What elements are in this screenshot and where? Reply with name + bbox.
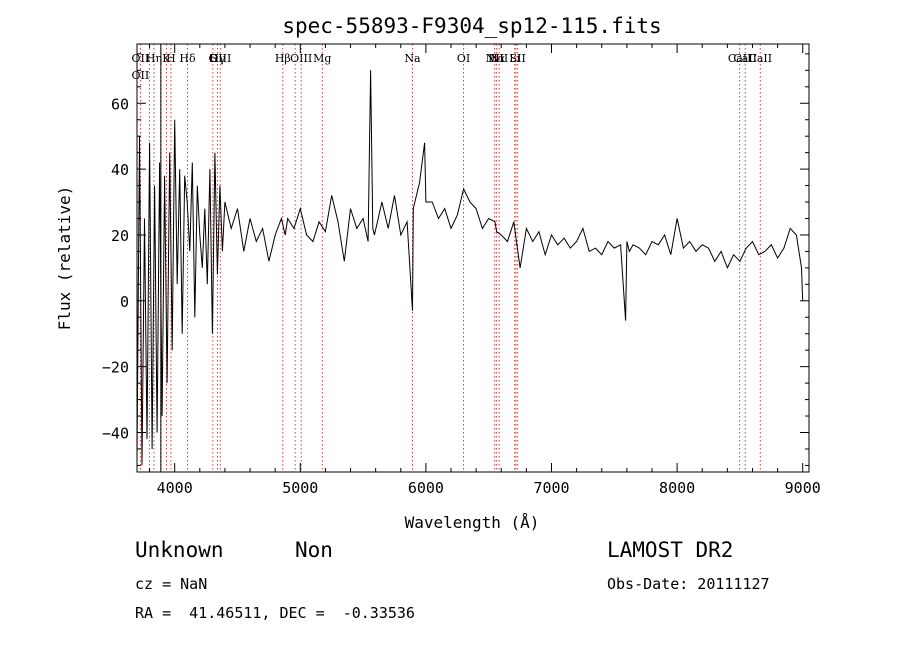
x-tick-label: 4000 <box>157 479 193 497</box>
y-tick-label: 0 <box>120 293 129 311</box>
line-label: Li <box>509 52 520 65</box>
line-label: SII <box>510 52 526 65</box>
spectrum-series <box>136 70 804 466</box>
observation-date: Obs-Date: 20111127 <box>607 575 770 593</box>
line-label: OIII <box>290 52 312 65</box>
line-label: CaII <box>748 52 772 65</box>
line-label: OI <box>457 52 470 65</box>
y-tick-label: −40 <box>102 424 129 442</box>
redshift-cz: cz = NaN <box>135 575 208 593</box>
line-label: OII <box>132 52 150 65</box>
object-class: Unknown <box>135 538 224 562</box>
line-label: NII <box>486 52 504 65</box>
x-tick-label: 9000 <box>785 479 821 497</box>
line-label: CaII <box>728 52 752 65</box>
chart-title: spec-55893-F9304_sp12-115.fits <box>282 14 661 38</box>
line-label: Hη <box>146 52 162 65</box>
axis-ticks: 4000 5000 6000 7000 8000 9000 −40 −20 0 20 40 60 <box>102 44 821 497</box>
object-subclass: Non <box>295 538 333 562</box>
x-tick-label: 7000 <box>533 479 569 497</box>
line-label: K <box>162 52 171 65</box>
line-label: Hβ <box>275 52 291 65</box>
x-tick-label: 6000 <box>408 479 444 497</box>
line-label: CaII <box>733 52 757 65</box>
x-axis-label: Wavelength (Å) <box>405 513 540 532</box>
line-label: G <box>208 52 217 65</box>
line-label: Hγ <box>209 52 226 65</box>
line-label: OIII <box>209 52 231 65</box>
line-label: Na <box>404 52 421 65</box>
ra-dec: RA = 41.46511, DEC = -0.33536 <box>135 604 415 622</box>
x-tick-label: 5000 <box>282 479 318 497</box>
y-tick-label: 60 <box>111 95 129 113</box>
line-label: Hα <box>488 52 506 65</box>
line-label: H <box>166 52 176 65</box>
y-tick-label: 20 <box>111 227 129 245</box>
line-label: NII <box>490 52 508 65</box>
y-tick-label: −20 <box>102 359 129 377</box>
line-label: Hδ <box>179 52 196 65</box>
spectrum-line <box>136 70 804 466</box>
survey-name: LAMOST DR2 <box>607 538 734 562</box>
line-label: Mg <box>313 52 331 65</box>
x-tick-label: 8000 <box>659 479 695 497</box>
plot-frame <box>136 43 810 473</box>
y-tick-label: 40 <box>111 161 129 179</box>
line-label: OII <box>132 69 150 82</box>
y-axis-label: Flux (relative) <box>55 186 74 331</box>
